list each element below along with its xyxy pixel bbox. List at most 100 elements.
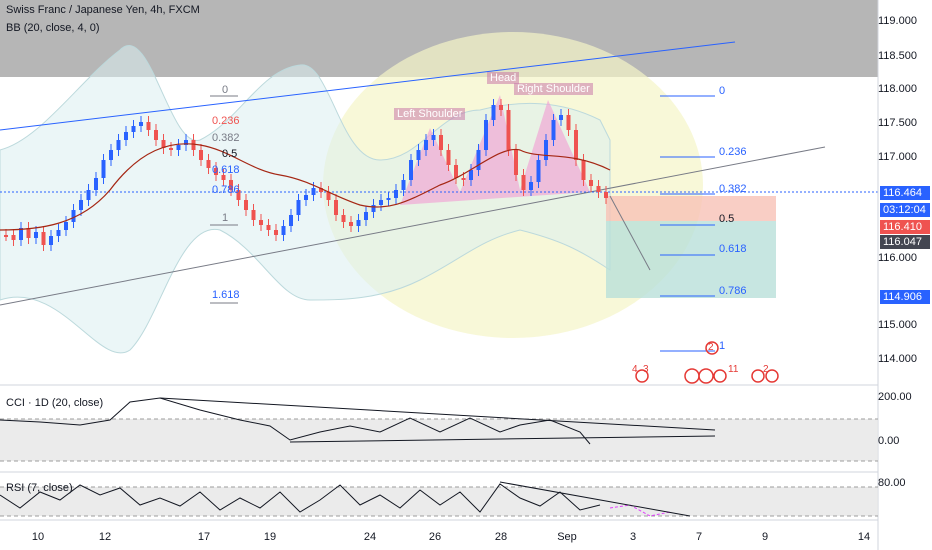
candle-body <box>364 212 368 220</box>
candle-body <box>274 230 278 235</box>
price-tick[interactable]: 118.500 <box>878 50 917 62</box>
candle-body <box>131 126 136 132</box>
event-label[interactable]: 11 <box>728 364 739 375</box>
candle-body <box>379 200 383 205</box>
candle-body <box>454 165 458 178</box>
candle-body <box>214 168 218 175</box>
fib-left-0236: 0.236 <box>212 115 240 127</box>
rsi-tick[interactable]: 80.00 <box>878 477 906 489</box>
candle-body <box>521 175 526 190</box>
candle-body <box>34 232 38 238</box>
price-tick[interactable]: 114.000 <box>878 353 917 365</box>
candle-body <box>424 140 428 150</box>
candle-body <box>446 150 451 165</box>
rsi-band <box>0 487 878 516</box>
basis-line <box>0 143 611 231</box>
fib-right-lines <box>660 95 715 352</box>
price-tick[interactable]: 117.500 <box>878 117 917 129</box>
candle-body <box>94 178 98 190</box>
pattern-label-head: Head <box>487 72 520 84</box>
candle-body <box>341 215 346 222</box>
fib-left-0382: 0.382 <box>212 132 240 144</box>
fib-right-0618: 0.618 <box>719 243 747 255</box>
candle-body <box>206 160 211 168</box>
price-tick[interactable]: 118.000 <box>878 83 917 95</box>
candle-body <box>176 145 181 150</box>
candle-body <box>401 180 406 190</box>
candle-body <box>281 226 286 235</box>
cci-trendline-upper <box>159 397 716 431</box>
fib-right-1: 1 <box>719 340 726 352</box>
fib-left-1618: 1.618 <box>212 289 240 301</box>
time-tick[interactable]: 19 <box>263 531 277 543</box>
candle-body <box>476 150 481 170</box>
event-label[interactable]: 3 <box>643 364 649 375</box>
candle-body <box>484 120 488 150</box>
candle-body <box>529 182 533 190</box>
time-tick[interactable]: 7 <box>695 531 703 543</box>
candle-body <box>221 175 226 180</box>
time-tick[interactable]: 9 <box>761 531 769 543</box>
cci-trendline-lower <box>289 435 716 443</box>
candle-body <box>469 170 473 180</box>
candle-body <box>26 228 31 238</box>
candle-body <box>19 228 23 240</box>
lower-trendline <box>0 146 826 306</box>
time-tick[interactable]: 26 <box>428 531 442 543</box>
candle-body <box>146 122 151 130</box>
indicator-label[interactable]: BB (20, close, 4, 0) <box>6 22 100 34</box>
candle-body <box>334 200 338 215</box>
candle-body <box>109 150 113 160</box>
time-tick[interactable]: 3 <box>629 531 637 543</box>
time-tick[interactable]: 14 <box>857 531 871 543</box>
event-label[interactable]: 2 <box>708 342 714 353</box>
candle-body <box>49 236 53 245</box>
cci-tick[interactable]: 0.00 <box>878 435 900 447</box>
candle-body <box>319 188 323 192</box>
pattern-label-right: Right Shoulder <box>514 83 593 95</box>
fib-right-0236: 0.236 <box>719 146 747 158</box>
candle-body <box>79 200 83 210</box>
price-badge-countdown: 03:12:04 <box>880 203 930 217</box>
rsi-label[interactable]: RSI (7, close) <box>6 482 73 494</box>
symbol-title[interactable]: Swiss Franc / Japanese Yen, 4h, FXCM <box>6 4 200 16</box>
time-tick[interactable]: 17 <box>197 531 211 543</box>
candlesticks <box>4 99 608 251</box>
candle-body <box>559 115 563 120</box>
candle-body <box>491 105 496 120</box>
candle-body <box>304 195 308 200</box>
candle-body <box>236 190 241 200</box>
cci-tick[interactable]: 200.00 <box>878 391 912 403</box>
candle-body <box>56 230 61 236</box>
candle-body <box>326 192 331 200</box>
price-badge-dark: 116.047 <box>880 235 930 249</box>
candle-body <box>289 215 293 226</box>
fib-right-05: 0.5 <box>719 213 735 225</box>
time-tick[interactable]: 28 <box>494 531 508 543</box>
candle-body <box>394 190 398 198</box>
candle-body <box>191 140 196 150</box>
time-tick[interactable]: Sep <box>557 531 577 543</box>
candle-body <box>161 140 166 148</box>
time-tick[interactable]: 24 <box>363 531 377 543</box>
price-tick[interactable]: 117.000 <box>878 151 917 163</box>
time-tick[interactable]: 12 <box>98 531 112 543</box>
candle-body <box>499 105 503 110</box>
price-tick[interactable]: 116.000 <box>878 252 917 264</box>
candle-body <box>544 140 548 160</box>
time-tick[interactable]: 10 <box>31 531 45 543</box>
rsi-trendline <box>499 481 691 517</box>
event-label[interactable]: 2 <box>763 364 769 375</box>
candle-body <box>229 180 233 190</box>
candle-body <box>514 150 518 175</box>
candle-body <box>116 140 121 150</box>
reward-box <box>606 221 776 298</box>
rsi-projection <box>609 504 671 517</box>
cci-label[interactable]: CCI · 1D (20, close) <box>6 397 104 409</box>
candle-body <box>11 235 16 240</box>
price-tick[interactable]: 115.000 <box>878 319 917 331</box>
price-tick[interactable]: 119.000 <box>878 15 917 27</box>
fib-left-lines <box>210 95 238 304</box>
event-label[interactable]: 4 <box>632 364 638 375</box>
